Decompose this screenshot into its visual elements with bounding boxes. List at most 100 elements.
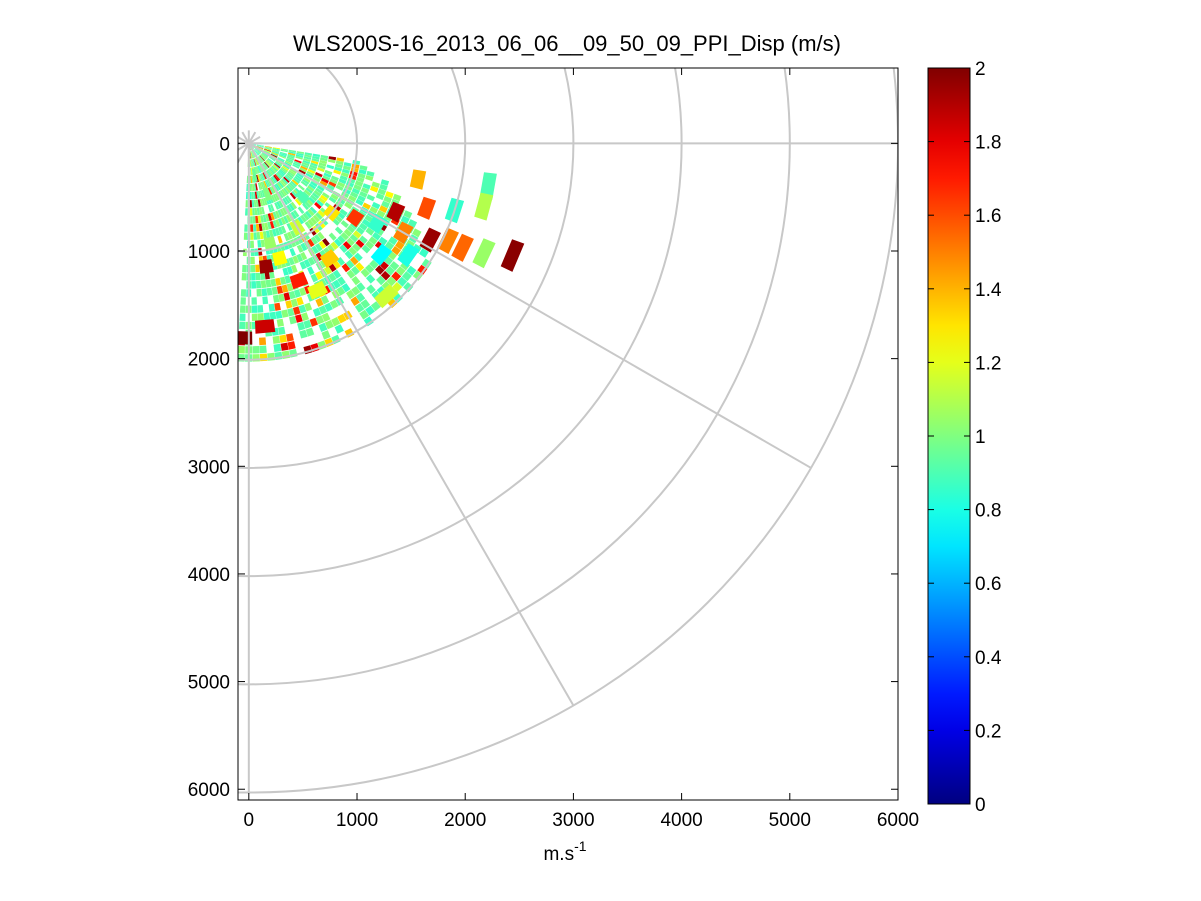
data-cell [328, 232, 337, 241]
data-cell [268, 229, 274, 238]
data-cell [286, 156, 295, 161]
data-cell [320, 157, 328, 162]
data-cell [250, 224, 254, 232]
data-cell [283, 233, 290, 242]
data-cell [318, 240, 327, 249]
data-cell [261, 288, 268, 297]
data-cell [267, 158, 275, 164]
data-cell [359, 191, 368, 198]
data-cell [270, 204, 275, 212]
data-cell [361, 244, 371, 254]
data-cell [353, 184, 362, 191]
data-cell [250, 264, 256, 273]
data-cell [370, 185, 379, 193]
data-cell [351, 276, 361, 286]
data-cell [260, 173, 265, 181]
data-cell [401, 271, 412, 282]
data-cell [301, 163, 309, 169]
data-cell [283, 292, 291, 301]
data-cell [273, 174, 279, 182]
data-cell [308, 166, 317, 172]
data-cell [357, 172, 366, 179]
data-cell [275, 310, 283, 319]
data-cell [313, 174, 322, 180]
data-cell [300, 165, 308, 171]
data-cell [260, 154, 266, 160]
data-cell [284, 196, 291, 204]
data-cell [310, 236, 318, 245]
data-cell [289, 271, 309, 290]
data-cell [346, 237, 355, 247]
data-cell [272, 250, 288, 267]
data-cell [267, 221, 272, 230]
data-cell [280, 217, 287, 225]
data-cell [263, 236, 278, 252]
data-cell [384, 241, 395, 251]
data-cell [289, 315, 297, 325]
data-cell [260, 280, 267, 289]
data-cell [318, 322, 328, 332]
data-cell [282, 267, 289, 276]
data-cell [357, 195, 366, 202]
data-cell [278, 181, 284, 189]
data-cell [299, 329, 308, 339]
data-cell [280, 149, 288, 153]
origin-spoke [247, 131, 257, 144]
data-cell [335, 163, 343, 169]
data-cell [355, 198, 364, 206]
data-cell [308, 196, 316, 204]
data-cell [315, 172, 323, 178]
data-cell [417, 264, 428, 275]
data-cell [283, 215, 289, 224]
data-cell [318, 197, 326, 205]
data-cell [352, 230, 362, 239]
data-cell [340, 232, 349, 241]
data-cell [283, 187, 290, 195]
data-cell [372, 232, 381, 241]
data-cell [241, 273, 247, 281]
data-cell [339, 244, 348, 253]
data-cell [296, 151, 305, 154]
data-cell [277, 158, 285, 163]
data-cell [336, 286, 346, 296]
data-cell [286, 172, 294, 179]
data-cell [250, 151, 253, 159]
x-tick-label: 1000 [336, 810, 378, 831]
data-cell [272, 149, 280, 153]
data-cell [280, 179, 287, 186]
origin-spoke [247, 142, 257, 156]
data-cell [249, 159, 251, 167]
data-cell [259, 173, 263, 181]
data-cell [377, 188, 387, 196]
data-cell [287, 153, 295, 158]
data-cell [266, 170, 272, 177]
data-cell [270, 167, 276, 174]
data-cell [286, 158, 294, 163]
data-cell [365, 274, 376, 284]
data-cell [330, 193, 339, 201]
data-cell [317, 164, 326, 170]
data-cell [351, 187, 360, 195]
data-cell [267, 169, 273, 176]
data-cell [279, 189, 286, 198]
data-cell [295, 189, 310, 205]
data-cell [272, 335, 281, 344]
data-cell [305, 187, 313, 194]
x-axis-label-text: m.s [543, 844, 574, 865]
data-cell [285, 174, 293, 181]
data-cell [287, 308, 295, 317]
data-cell [244, 224, 248, 232]
data-cell [245, 192, 248, 200]
data-cell [376, 275, 386, 286]
data-cell [270, 186, 276, 194]
data-cell [305, 327, 315, 337]
colorbar-gradient [928, 68, 970, 804]
data-cell [278, 170, 285, 176]
data-cell [275, 161, 283, 167]
data-cell [271, 166, 277, 173]
data-cell [297, 184, 305, 191]
data-cell [267, 204, 273, 213]
x-tick-label: 2000 [444, 810, 486, 831]
data-cell [386, 276, 397, 287]
data-cell [250, 159, 253, 167]
